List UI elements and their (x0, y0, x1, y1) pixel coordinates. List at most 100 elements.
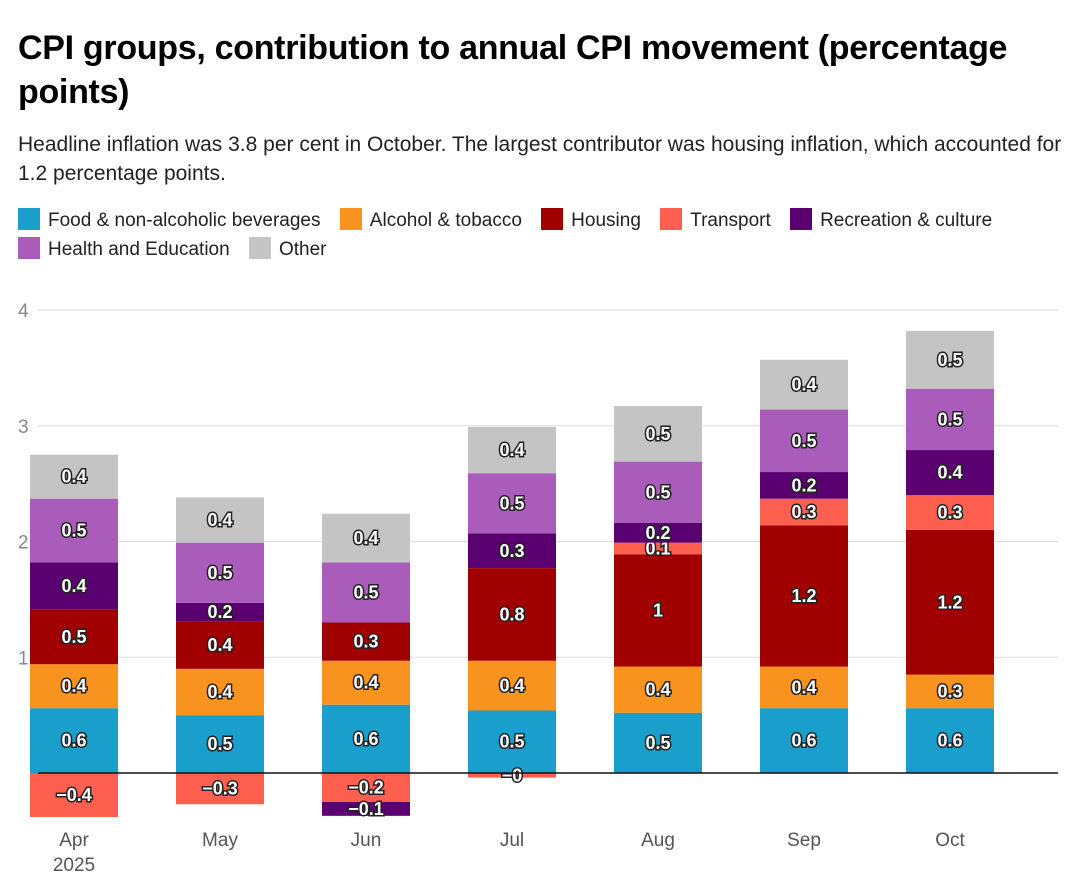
bar-segment (614, 554, 702, 667)
bar-segment (30, 454, 118, 499)
bar-segment (30, 609, 118, 665)
data-label: 0.2 (645, 523, 670, 543)
legend-label-transport: Transport (690, 210, 771, 231)
bar-segment (176, 668, 264, 716)
data-label: 0.4 (499, 440, 524, 460)
data-label: 0.2 (207, 602, 232, 622)
bar-segment (906, 674, 994, 709)
data-label: 0.5 (645, 733, 670, 753)
data-label: 0.4 (207, 635, 232, 655)
data-label: 0.4 (207, 682, 232, 702)
legend-label-other: Other (278, 239, 327, 260)
bar-segment (760, 472, 848, 499)
data-label: −0 (502, 765, 523, 785)
bar-segment (614, 542, 702, 555)
data-label: 0.4 (207, 510, 232, 530)
bar-segment (614, 406, 702, 462)
bar-segment (176, 542, 264, 603)
data-label: −0.4 (56, 785, 92, 805)
data-label: 0.5 (61, 521, 86, 541)
bar-segment (176, 621, 264, 669)
x-category-label: Jul (500, 830, 524, 851)
legend-swatch-transport (660, 208, 683, 230)
bar-segment (760, 409, 848, 473)
bar-segment (322, 562, 410, 623)
legend-item-transport: Transport (660, 208, 771, 231)
bar-segment (322, 801, 410, 816)
bar-segment (760, 359, 848, 410)
data-label: 0.4 (61, 576, 86, 596)
data-label: 0.1 (645, 538, 670, 558)
bar-segment (906, 495, 994, 530)
bar-segment (906, 388, 994, 451)
data-label: 0.5 (791, 431, 816, 451)
bar-segment (614, 666, 702, 713)
legend-item-food: Food & non-alcoholic beverages (18, 208, 321, 231)
data-label: 0.5 (937, 350, 962, 370)
data-label: 0.4 (791, 375, 816, 395)
legend-item-other: Other (248, 237, 327, 260)
legend-swatch-recreation (790, 208, 813, 230)
data-label: 0.3 (937, 503, 962, 523)
y-tick-label: 1 (18, 648, 29, 669)
legend-label-food: Food & non-alcoholic beverages (48, 210, 321, 231)
bar-segment (468, 773, 556, 778)
bar-segment (322, 513, 410, 563)
legend-swatch-other (248, 237, 271, 259)
data-label: 0.5 (207, 734, 232, 754)
bar-segment (760, 666, 848, 709)
data-label: 0.5 (353, 582, 378, 602)
data-label: 0.4 (353, 673, 378, 693)
data-label: 0.2 (791, 475, 816, 495)
bar-segment (30, 562, 118, 610)
x-category-label: Aug (641, 830, 675, 851)
data-label: 0.5 (207, 563, 232, 583)
data-label: −0.3 (202, 779, 238, 799)
data-label: 0.4 (791, 677, 816, 697)
bar-segment (322, 660, 410, 705)
x-category-label: May (202, 830, 238, 851)
data-label: −0.2 (348, 777, 384, 797)
data-label: 0.6 (353, 729, 378, 749)
x-category-label: Jun (351, 830, 382, 851)
data-label: 0.6 (937, 731, 962, 751)
chart-title: CPI groups, contribution to annual CPI m… (18, 29, 1008, 111)
bar-segment (614, 461, 702, 523)
legend-label-alcohol: Alcohol & tobacco (369, 210, 522, 231)
data-label: 0.5 (645, 482, 670, 502)
data-label: 0.8 (499, 604, 524, 624)
data-label: 0.3 (937, 681, 962, 701)
bar-segment (468, 533, 556, 569)
data-label: 0.3 (791, 502, 816, 522)
data-label: 0.3 (499, 541, 524, 561)
legend-label-housing: Housing (571, 210, 641, 231)
bar-segment (322, 773, 410, 802)
x-category-label: Apr 2025 (53, 830, 95, 876)
bar-segment (176, 715, 264, 773)
legend-swatch-alcohol (339, 208, 362, 230)
bar-segment (906, 708, 994, 773)
bar-segment (30, 708, 118, 773)
bar-segment (906, 450, 994, 496)
bar-segment (176, 773, 264, 805)
data-label: 0.5 (499, 493, 524, 513)
legend-swatch-housing (541, 208, 564, 230)
bar-segment (30, 773, 118, 817)
bar-segment (468, 568, 556, 661)
bar-segment (614, 522, 702, 543)
bar-segment (176, 497, 264, 543)
legend: Food & non-alcoholic beverages Alcohol &… (18, 206, 1018, 264)
legend-item-health: Health and Education (18, 237, 230, 260)
data-label: 0.6 (61, 731, 86, 751)
data-label: 1.2 (937, 592, 962, 612)
data-label: 1 (653, 600, 663, 620)
bar-segment (614, 712, 702, 773)
y-tick-label: 3 (18, 417, 29, 438)
legend-item-recreation: Recreation & culture (790, 208, 992, 231)
bar-segment (760, 525, 848, 667)
bar-segment (322, 704, 410, 773)
bar-segment (30, 664, 118, 709)
bar-segment (468, 660, 556, 711)
data-label: 0.5 (937, 409, 962, 429)
